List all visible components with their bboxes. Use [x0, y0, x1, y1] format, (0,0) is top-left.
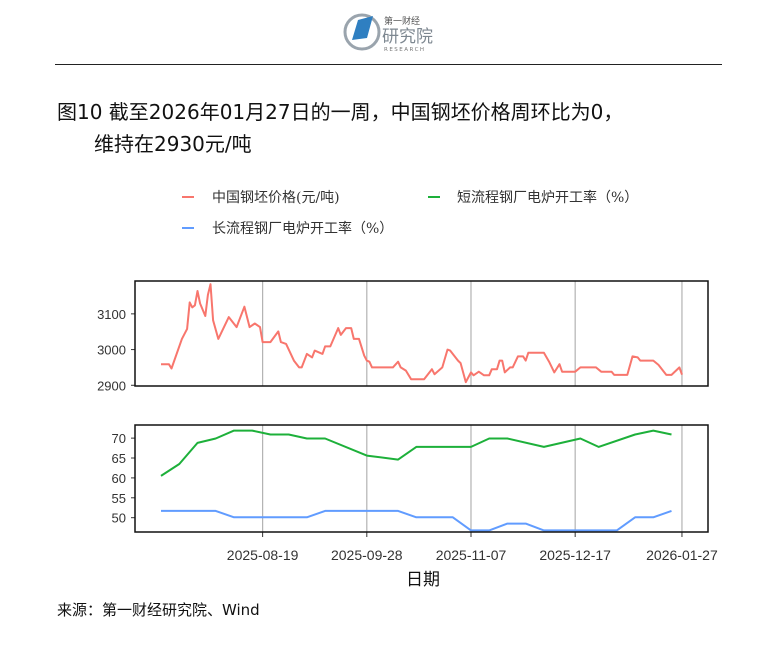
x-tick-label: 2025-11-07 — [436, 547, 507, 563]
logo-text: 研究院 — [382, 27, 433, 47]
panel-border — [134, 280, 709, 387]
series-line-price — [161, 283, 683, 384]
y-tick-label: 65 — [112, 451, 126, 466]
y-tick-label: 2900 — [97, 378, 126, 393]
legend-label-price: 中国钢坯价格(元/吨) — [212, 190, 340, 206]
logo-book-icon — [352, 16, 373, 40]
source-note: 来源：第一财经研究院、Wind — [57, 601, 260, 619]
series-line-long-process — [161, 509, 672, 532]
figure-title-line1: 图10 截至2026年01月27日的一周，中国钢坯价格周环比为0， — [57, 100, 623, 124]
x-tick-label: 2025-12-17 — [539, 547, 611, 563]
panel-background — [135, 425, 708, 532]
x-tick-label: 2025-09-28 — [331, 547, 403, 563]
figure-title-line2: 维持在2930元/吨 — [94, 132, 252, 156]
panel-border — [134, 424, 709, 533]
y-tick-label: 70 — [112, 431, 126, 446]
series-line-short-process — [160, 429, 672, 477]
y-tick-label: 50 — [112, 511, 126, 526]
panel-background — [135, 281, 708, 386]
logo-ring-icon — [343, 13, 381, 51]
plot-area: 2900 3000 3100 2025-08-19 2025-09-28 2025-11-… — [97, 280, 718, 563]
legend-label-short-process: 短流程钢厂电炉开工率（%） — [457, 189, 638, 206]
logo-text-small: 第一财经 — [384, 15, 420, 27]
y-tick-label: 60 — [112, 471, 126, 486]
y-tick-label: 55 — [112, 491, 126, 506]
y-tick-label: 3100 — [97, 307, 126, 322]
logo-text-en: RESEARCH — [384, 47, 426, 53]
logo: 第一财经 研究院 RESEARCH — [343, 13, 433, 53]
x-tick-label: 2026-01-27 — [646, 547, 718, 563]
x-axis-label: 日期 — [406, 570, 440, 590]
legend-label-long-process: 长流程钢厂电炉开工率（%） — [212, 220, 393, 237]
x-tick-label: 2025-08-19 — [227, 547, 299, 563]
y-tick-label: 3000 — [97, 343, 126, 358]
legend: 中国钢坯价格(元/吨) 短流程钢厂电炉开工率（%） 长流程钢厂电炉开工率（%） — [182, 189, 638, 237]
